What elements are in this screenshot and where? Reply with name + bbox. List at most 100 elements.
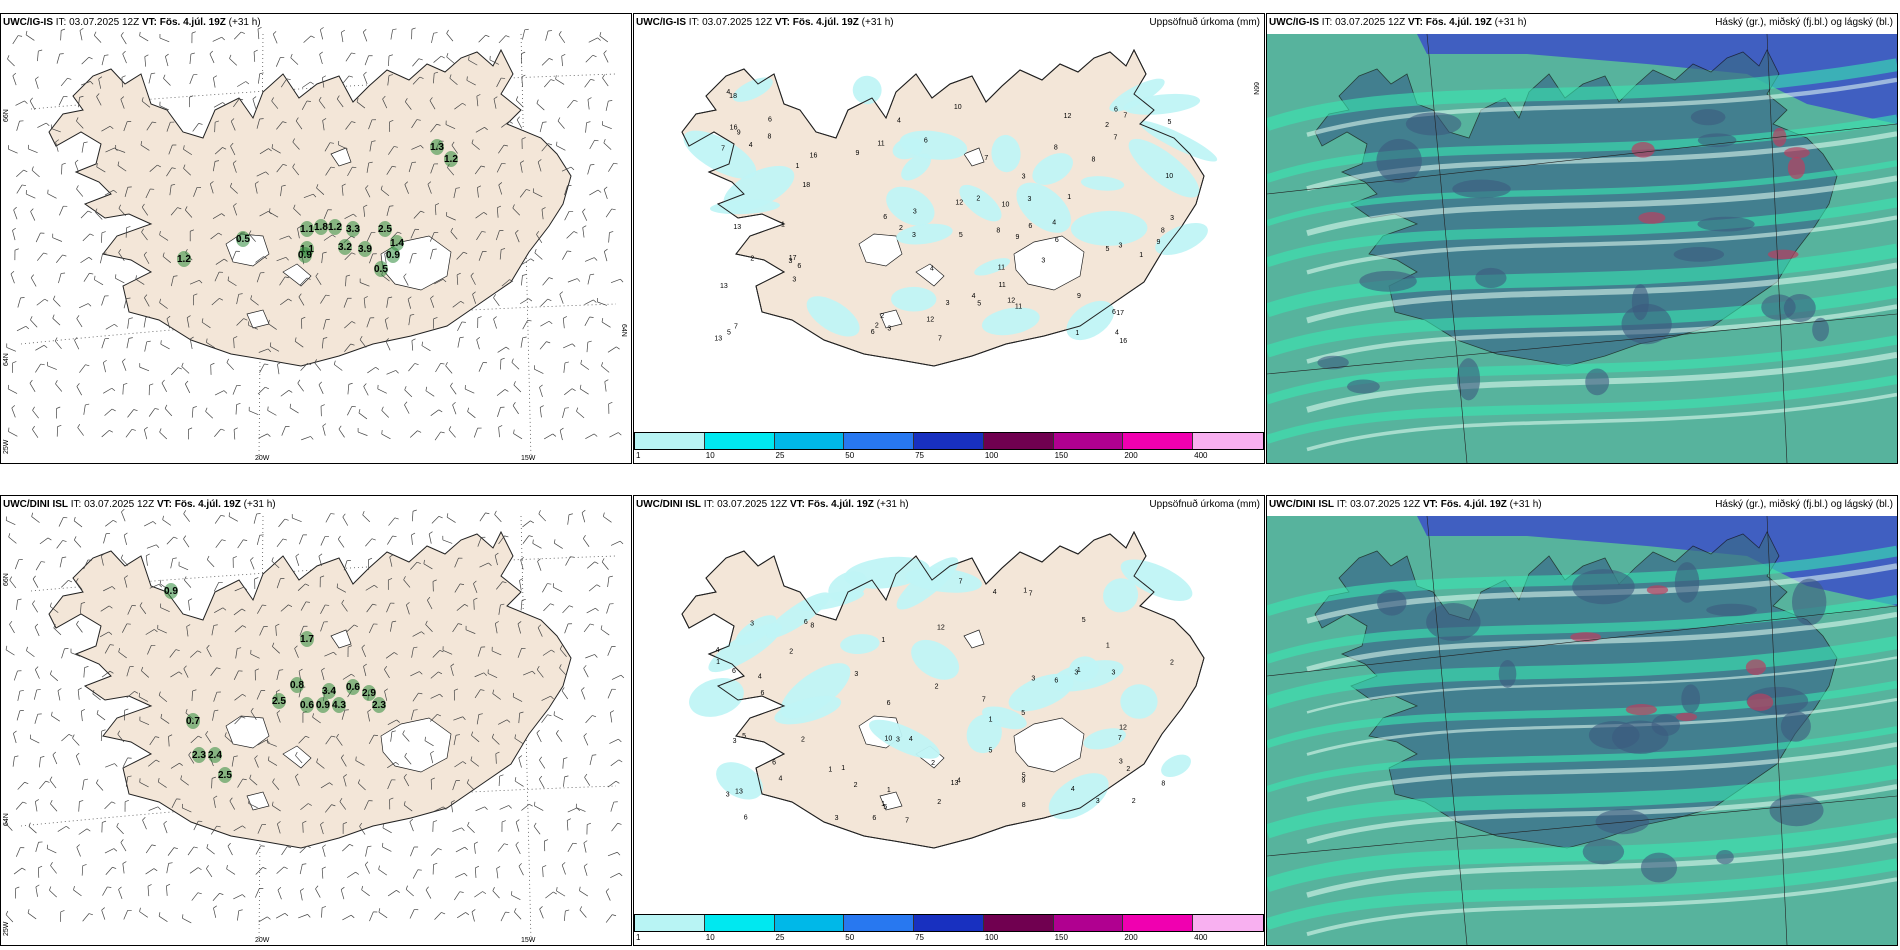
precip-area — [1048, 773, 1109, 820]
legend-tick-label: 25 — [775, 451, 785, 460]
precip-value-label: 10 — [954, 104, 962, 111]
low-cloud-patch — [1595, 809, 1650, 835]
precip-value-label: 5 — [1021, 710, 1025, 717]
wind-value-label: 3.3 — [346, 224, 360, 235]
precip-area — [1128, 138, 1200, 198]
precip-legend: 1 10 25 50 75 100 150 200 400 — [634, 432, 1264, 460]
wind-value-label: 1.8 — [314, 222, 328, 233]
wind-value-label: 0.9 — [386, 250, 400, 261]
precip-value-label: 5 — [883, 804, 887, 811]
precip-value-label: 7 — [721, 146, 725, 153]
wind-map: 1.31.20.51.21.11.81.21.13.33.23.92.51.40… — [6, 27, 624, 460]
precip-area — [959, 184, 1002, 222]
precip-area — [1109, 78, 1165, 112]
precip-value-label: 6 — [732, 668, 736, 675]
precip-value-label: 8 — [996, 227, 1000, 234]
precip-value-label: 3 — [887, 325, 891, 332]
precip-cell — [300, 221, 314, 237]
panel-title: Háský (gr.), miðský (fj.bl.) og lágský (… — [1715, 499, 1893, 510]
precip-value-label: 6 — [1028, 223, 1032, 230]
precip-cell — [300, 697, 314, 713]
precip-value-label: 16 — [1119, 338, 1127, 345]
panel-header: UWC/IG-IS IT: 03.07.2025 12Z VT: Fös. 4.… — [1269, 17, 1527, 28]
precip-value-label: 13 — [735, 788, 743, 795]
precip-value-label: 13 — [733, 224, 741, 231]
lat-label-64: 64N — [3, 353, 10, 366]
legend-tick-label: 50 — [845, 933, 855, 942]
precip-cell — [430, 139, 444, 155]
precip-area — [899, 130, 968, 160]
lon-label-15: 15W — [521, 937, 536, 944]
precip-value-label: 1 — [989, 717, 993, 724]
low-cloud-patch — [1640, 852, 1678, 883]
precip-cell — [374, 261, 388, 277]
precip-area — [901, 153, 932, 181]
high-cloud-band — [1267, 858, 1897, 930]
wind-value-label: 0.9 — [298, 250, 312, 261]
precip-value-label: 13 — [714, 336, 722, 343]
precip-value-label: 3 — [896, 736, 900, 743]
precip-cell — [386, 247, 400, 263]
legend-swatch: 1 — [635, 915, 705, 942]
lon-label-25: 25W — [3, 439, 10, 454]
precip-value-label: 11 — [1015, 303, 1022, 310]
high-cloud-band — [1267, 243, 1897, 318]
high-cloud-band — [1267, 197, 1897, 268]
precip-cell — [192, 747, 206, 763]
wind-map: 0.91.70.72.3 2.42.50.83.40.6 0.9 4.30.62.92… — [5, 508, 625, 942]
low-cloud-patch — [1377, 589, 1407, 616]
low-cloud-patch — [1359, 270, 1417, 292]
low-cloud-patch — [1585, 368, 1610, 396]
precip-value-label: 3 — [1119, 758, 1123, 765]
precip-value-label: 1 — [1139, 252, 1143, 259]
legend-tick-label: 1 — [636, 933, 641, 942]
precip-value-label: 3 — [835, 815, 839, 822]
precip-value-label: 12 — [937, 625, 945, 632]
lon-label-15: 15W — [521, 455, 536, 462]
wind-value-label: 0.5 — [374, 264, 388, 275]
panel-title: Uppsöfnuð úrkoma (mm) — [1149, 17, 1260, 28]
wind-value-label: 1.4 — [390, 238, 404, 249]
low-cloud-patch — [1317, 355, 1349, 370]
legend-tick-label: 400 — [1194, 451, 1208, 460]
precip-value-label: 12 — [1064, 113, 1072, 120]
legend-tick-label: 10 — [705, 933, 715, 942]
legend-tick-label: 1 — [636, 451, 641, 460]
precip-cell — [208, 747, 222, 763]
precip-value-label: 4 — [1115, 330, 1119, 337]
precip-value-label: 9 — [737, 129, 741, 136]
precip-value-label: 2 — [880, 313, 884, 320]
precip-area — [886, 186, 935, 226]
precip-value-label: 7 — [959, 578, 963, 585]
precip-value-label: 6 — [1055, 237, 1059, 244]
precip-value-label: 4 — [972, 293, 976, 300]
precip-value-label: 8 — [1161, 227, 1165, 234]
wind-value-label: 3.4 — [322, 686, 336, 697]
precip-value-label: 4 — [758, 674, 762, 681]
precip-value-label: 7 — [1118, 735, 1122, 742]
precip-value-label: 9 — [1015, 234, 1019, 241]
precip-value-label: 2 — [854, 782, 858, 789]
precip-cell — [236, 231, 250, 247]
precip-value-label: 5 — [959, 232, 963, 239]
high-cloud-band — [1267, 58, 1897, 131]
precip-value-label: 4 — [726, 89, 730, 96]
precip-value-label: 1 — [1077, 667, 1081, 674]
legend-swatch: 75 — [914, 433, 984, 460]
precip-value-label: 2 — [931, 760, 935, 767]
low-cloud-patch — [1621, 303, 1672, 345]
precip-value-label: 3 — [733, 738, 737, 745]
precip-value-label: 1 — [1106, 642, 1110, 649]
precip-value-label: 9 — [1021, 778, 1025, 785]
precip-area — [966, 714, 1002, 754]
precip-area — [766, 592, 831, 639]
precip-area — [981, 307, 1040, 336]
precip-area — [1049, 660, 1124, 692]
precip-cell — [372, 697, 386, 713]
precip-value-label: 2 — [801, 736, 805, 743]
precip-value-label: 3 — [1031, 676, 1035, 683]
precip-value-label: 16 — [730, 125, 738, 132]
precip-cell — [322, 683, 336, 699]
precip-value-label: 4 — [778, 776, 782, 783]
